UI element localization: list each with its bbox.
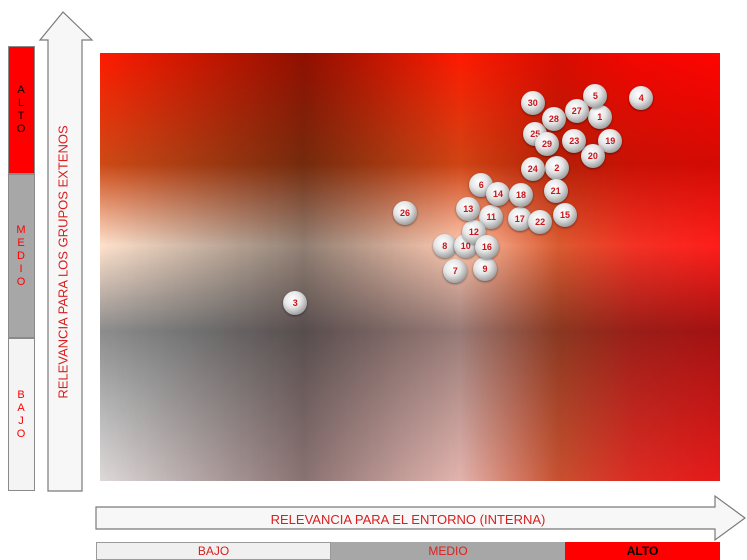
materiality-matrix: 1 2 3 4 5 6 7 8 9 10 11 12 13 14 15 16 17 18 19 20 21 22 23 24 2…	[100, 53, 720, 481]
y-level-medium-letter: D	[17, 249, 26, 262]
data-point-13: 13	[456, 196, 481, 221]
data-point-5: 5	[583, 83, 608, 108]
y-level-medium-letter: M	[16, 223, 27, 236]
y-level-medium-letter: I	[19, 262, 24, 275]
y-level-low-letter: O	[16, 427, 27, 440]
data-point-14: 14	[486, 181, 511, 206]
data-point-30: 30	[520, 91, 545, 116]
data-point-7: 7	[443, 258, 468, 283]
y-level-medium-letter: O	[16, 275, 27, 288]
x-axis-title: RELEVANCIA PARA EL ENTORNO (INTERNA)	[270, 511, 546, 527]
x-level-medium: MEDIO	[331, 542, 565, 560]
data-point-15: 15	[553, 203, 577, 228]
y-level-low-letter: B	[17, 388, 26, 401]
data-point-28: 28	[541, 106, 566, 131]
data-point-8: 8	[432, 234, 457, 259]
y-level-low-letter: J	[18, 414, 25, 427]
y-level-high-letter: L	[17, 97, 26, 109]
y-axis-arrow	[38, 11, 94, 492]
y-level-high-letter: A	[17, 84, 26, 96]
data-point-29: 29	[535, 132, 560, 157]
data-point-2: 2	[544, 156, 569, 181]
data-point-21: 21	[543, 178, 568, 203]
data-point-23: 23	[562, 129, 587, 154]
data-point-24: 24	[520, 156, 545, 181]
data-point-16: 16	[474, 234, 499, 259]
x-axis-arrow	[95, 494, 747, 542]
data-point-1: 1	[587, 105, 612, 130]
data-point-22: 22	[528, 210, 553, 235]
data-point-27: 27	[564, 99, 589, 124]
data-point-3: 3	[283, 290, 308, 315]
data-point-20: 20	[580, 144, 605, 169]
data-point-26: 26	[393, 201, 418, 226]
data-point-4: 4	[629, 85, 654, 110]
y-axis-title: RELEVANCIA PARA LOS GRUPOS EXTENOS	[55, 125, 71, 399]
y-level-high-letter: O	[16, 123, 27, 135]
y-level-medium-letter: E	[17, 236, 26, 249]
y-level-low-letter: A	[17, 401, 26, 414]
data-point-18: 18	[508, 183, 533, 208]
data-point-17: 17	[507, 207, 532, 232]
y-level-high-letter: T	[17, 110, 26, 122]
data-point-9: 9	[473, 257, 498, 282]
x-level-low: BAJO	[96, 542, 331, 560]
x-level-high: ALTO	[565, 542, 720, 560]
